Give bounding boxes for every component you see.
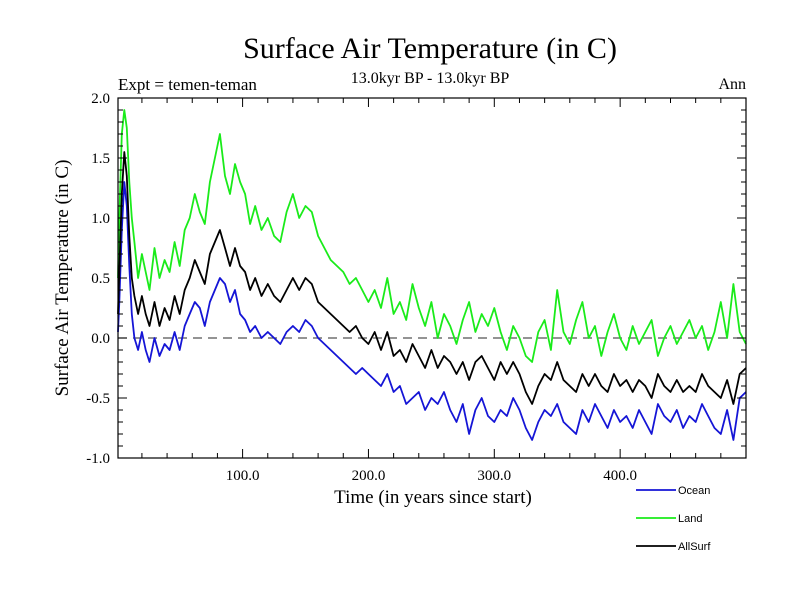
x-axis-label: Time (in years since start)	[334, 487, 532, 508]
series-line-allsurf	[117, 151, 747, 405]
y-axis-label: Surface Air Temperature (in C)	[52, 160, 73, 397]
chart-subtitle: 13.0kyr BP - 13.0kyr BP	[351, 70, 510, 87]
series-line-ocean	[117, 181, 747, 441]
y-tick-label: 2.0	[91, 91, 110, 107]
x-tick-label: 200.0	[352, 468, 386, 484]
legend: Ocean Land AllSurf	[636, 485, 711, 553]
series-line-land	[117, 109, 747, 363]
legend-label-allsurf: AllSurf	[678, 541, 711, 553]
y-tick-label: 0.0	[91, 331, 110, 347]
legend-label-ocean: Ocean	[678, 485, 710, 497]
experiment-label: Expt = temen-teman	[118, 75, 257, 94]
y-tick-label: 1.0	[91, 211, 110, 227]
plot-frame	[117, 97, 747, 459]
y-tick-label: -0.5	[86, 391, 110, 407]
chart-title: Surface Air Temperature (in C)	[243, 32, 617, 65]
x-tick-label: 100.0	[226, 468, 260, 484]
plot-area: 100.0 200.0 300.0 400.0 -1.0 -0.5 0.0 0.5 1.0 1.5…	[86, 91, 747, 484]
x-tick-label: 300.0	[477, 468, 511, 484]
x-tick-label: 400.0	[603, 468, 637, 484]
y-tick-label: -1.0	[86, 451, 110, 467]
y-tick-label: 1.5	[91, 151, 110, 167]
season-label: Ann	[718, 76, 746, 93]
y-tick-label: 0.5	[91, 271, 110, 287]
legend-label-land: Land	[678, 513, 702, 525]
